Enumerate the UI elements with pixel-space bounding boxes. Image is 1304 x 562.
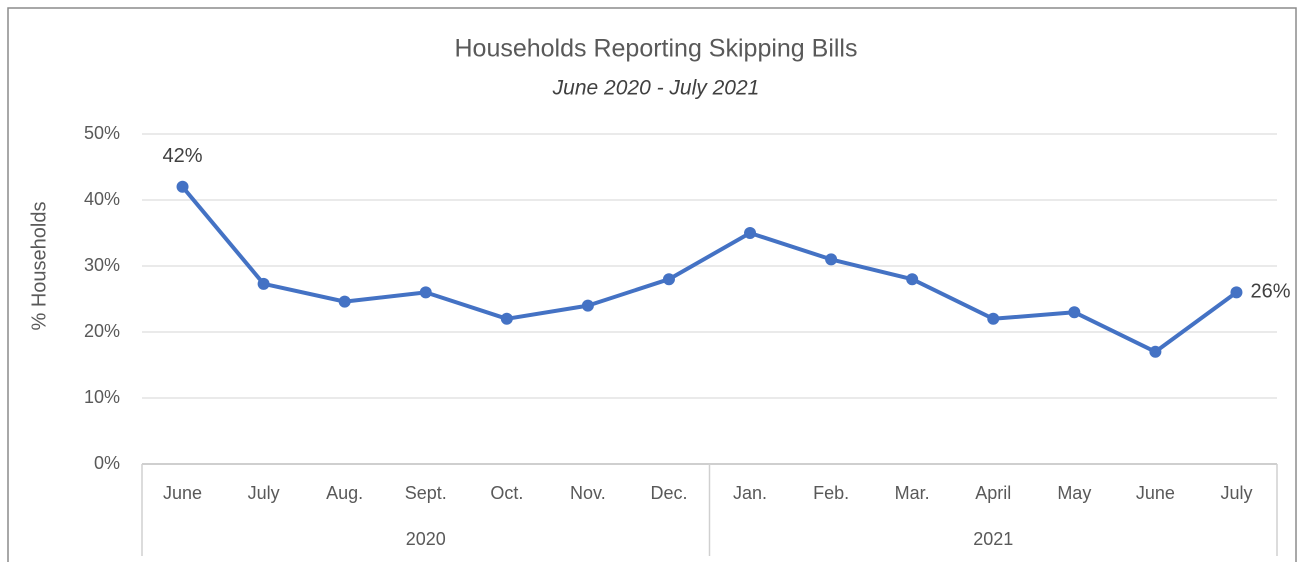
data-point bbox=[987, 312, 1000, 325]
data-point bbox=[662, 273, 675, 286]
x-tick-label: Nov. bbox=[570, 483, 606, 503]
x-tick-label: Aug. bbox=[326, 483, 363, 503]
y-tick-label: 20% bbox=[84, 321, 120, 341]
y-tick-label: 30% bbox=[84, 255, 120, 275]
x-tick-label: Jan. bbox=[733, 483, 767, 503]
x-tick-label: Oct. bbox=[490, 483, 523, 503]
data-point bbox=[500, 312, 513, 325]
x-tick-label: July bbox=[248, 483, 280, 503]
chart-title: Households Reporting Skipping Bills bbox=[454, 35, 857, 63]
data-point bbox=[419, 286, 432, 299]
data-point bbox=[825, 253, 838, 266]
data-label: 42% bbox=[163, 145, 203, 167]
x-tick-label: July bbox=[1220, 483, 1252, 503]
line bbox=[181, 185, 1238, 354]
data-point bbox=[1230, 286, 1243, 299]
x-tick-label: June bbox=[163, 483, 202, 503]
data-point bbox=[1068, 306, 1081, 319]
data-point bbox=[257, 277, 270, 290]
x-tick-label: Feb. bbox=[813, 483, 849, 503]
chart-subtitle: June 2020 - July 2021 bbox=[552, 77, 760, 100]
data-label: 26% bbox=[1250, 281, 1290, 303]
y-tick-label: 10% bbox=[84, 387, 120, 407]
x-tick-label: Mar. bbox=[895, 483, 930, 503]
x-tick-label: May bbox=[1057, 483, 1091, 503]
x-tick-label: Dec. bbox=[650, 483, 687, 503]
data-point bbox=[176, 180, 189, 193]
data-point bbox=[906, 273, 919, 286]
x-group-label: 2021 bbox=[973, 529, 1013, 549]
x-tick-label: June bbox=[1136, 483, 1175, 503]
y-tick-label: 50% bbox=[84, 123, 120, 143]
y-axis-label: % Households bbox=[28, 202, 50, 331]
y-tick-label: 0% bbox=[94, 453, 120, 473]
y-tick-label: 40% bbox=[84, 189, 120, 209]
data-point bbox=[744, 227, 757, 239]
data-point bbox=[1149, 345, 1162, 358]
x-tick-label: Sept. bbox=[405, 483, 447, 503]
x-group-label: 2020 bbox=[406, 529, 446, 549]
x-tick-label: April bbox=[975, 483, 1011, 503]
data-point bbox=[581, 299, 594, 312]
data-point bbox=[338, 295, 351, 308]
